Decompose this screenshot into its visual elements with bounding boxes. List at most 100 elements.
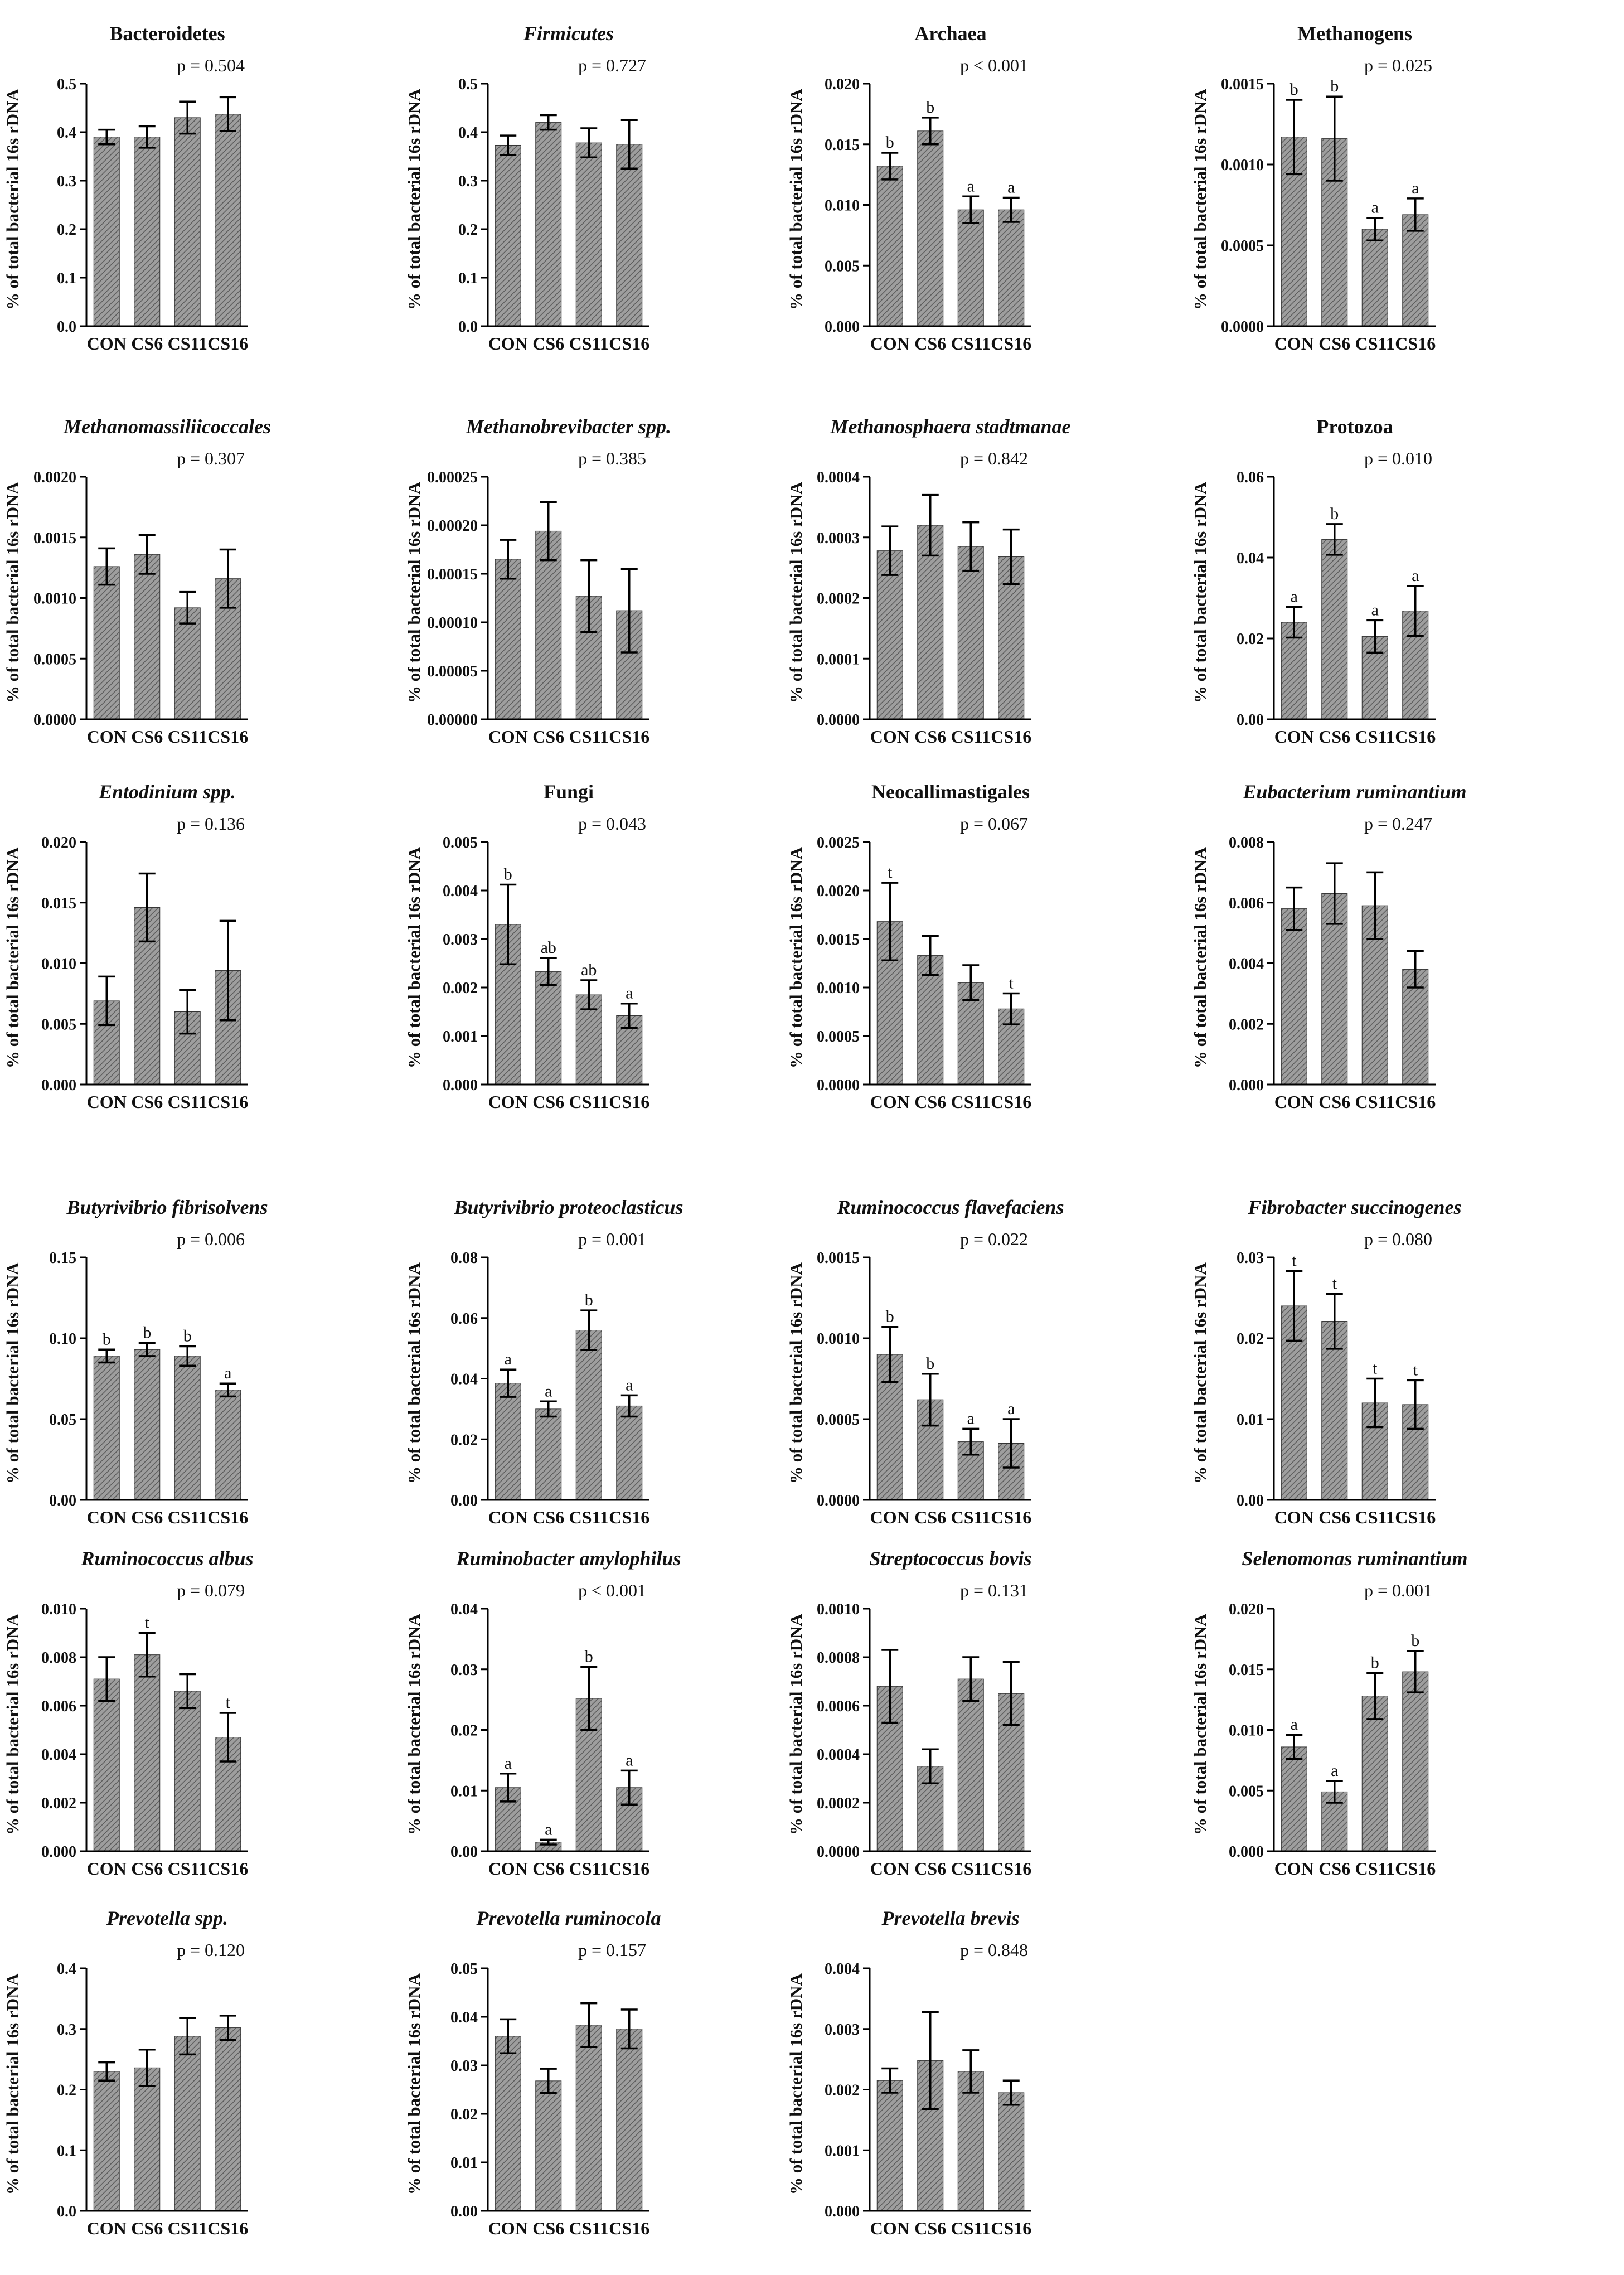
- chart-title: Prevotella ruminocola: [476, 1907, 661, 1929]
- significance-letter: b: [504, 865, 512, 884]
- x-tick-label: CS6: [131, 727, 163, 747]
- bar: [134, 554, 161, 720]
- x-tick-label: CS6: [131, 1092, 163, 1112]
- x-tick-label: CS11: [951, 1092, 991, 1112]
- y-tick-label: 0.015: [825, 137, 860, 154]
- y-tick-label: 0.04: [1237, 550, 1264, 567]
- y-tick-label: 0.00005: [427, 663, 478, 680]
- y-tick-label: 0.0: [458, 318, 478, 336]
- y-tick-label: 0.008: [1229, 834, 1264, 851]
- x-tick-label: CS11: [951, 727, 991, 747]
- x-tick-label: CON: [87, 1858, 127, 1879]
- y-tick-label: 0.00: [450, 1492, 478, 1509]
- x-tick-label: CON: [488, 1092, 528, 1112]
- bar: [1402, 214, 1429, 327]
- y-tick-label: 0.3: [458, 173, 478, 190]
- bar: [93, 566, 120, 720]
- bar: [93, 1678, 120, 1852]
- x-tick-label: CS11: [168, 333, 207, 354]
- x-tick-label: CS11: [168, 1092, 207, 1112]
- chart-panel: Fibrobacter succinogenes p = 0.080 t CON t CS…: [1190, 1196, 1462, 1527]
- x-tick-label: CS11: [168, 2218, 207, 2238]
- y-tick-label: 0.000: [825, 2203, 860, 2220]
- y-tick-label: 0.002: [825, 2082, 860, 2099]
- y-tick-label: 0.3: [57, 2021, 76, 2039]
- y-tick-label: 0.0003: [817, 530, 860, 547]
- bar: [174, 1356, 201, 1500]
- x-tick-label: CS16: [1395, 1092, 1436, 1112]
- y-axis-label: % of total bacterial 16s rDNA: [1190, 1262, 1210, 1483]
- x-tick-label: CS6: [1318, 333, 1350, 354]
- p-value-label: p < 0.001: [578, 1580, 646, 1600]
- chart-panel: Archaea p < 0.001 b CON b CS6 a CS11 a CS16 0.000 0…: [786, 22, 1031, 354]
- significance-letter: b: [1371, 1653, 1379, 1672]
- bar: [93, 2071, 120, 2211]
- x-tick-label: CS16: [207, 333, 248, 354]
- x-tick-label: CON: [1274, 1092, 1314, 1112]
- chart-title: Protozoa: [1316, 415, 1393, 438]
- x-tick-label: CS16: [991, 727, 1031, 747]
- p-value-label: p = 0.025: [1364, 55, 1432, 75]
- x-tick-label: CS11: [1355, 1858, 1395, 1879]
- p-value-label: p = 0.842: [960, 448, 1028, 468]
- y-tick-label: 0.0025: [817, 834, 860, 851]
- y-tick-label: 0.08: [450, 1250, 478, 1267]
- y-tick-label: 0.4: [57, 124, 76, 142]
- y-tick-label: 0.004: [41, 1746, 76, 1764]
- y-tick-label: 0.010: [41, 1601, 76, 1618]
- significance-letter: a: [1412, 567, 1419, 585]
- y-tick-label: 0.0000: [1221, 318, 1264, 336]
- y-tick-label: 0.0005: [817, 1411, 860, 1429]
- x-tick-label: CS16: [991, 333, 1031, 354]
- bar: [495, 2036, 521, 2211]
- chart-title: Fibrobacter succinogenes: [1248, 1196, 1462, 1218]
- y-tick-label: 0.00: [450, 2203, 478, 2220]
- chart-title: Selenomonas ruminantium: [1242, 1547, 1467, 1570]
- bar: [93, 1356, 120, 1500]
- bar: [998, 2092, 1025, 2211]
- p-value-label: p = 0.010: [1364, 448, 1432, 468]
- y-tick-label: 0.0020: [33, 469, 76, 486]
- x-tick-label: CS16: [991, 2218, 1031, 2238]
- chart-panel: Methanogens p = 0.025 b CON b CS6 a CS11 a CS16 0.…: [1190, 22, 1436, 354]
- bar: [174, 1691, 201, 1852]
- y-tick-label: 0.5: [57, 76, 76, 93]
- y-tick-label: 0.4: [57, 1961, 76, 1978]
- y-tick-label: 0.004: [1229, 956, 1264, 973]
- y-tick-label: 0.008: [41, 1649, 76, 1667]
- x-tick-label: CS16: [207, 1092, 248, 1112]
- y-axis-label: % of total bacterial 16s rDNA: [404, 481, 424, 703]
- y-axis-label: % of total bacterial 16s rDNA: [1190, 481, 1210, 703]
- x-tick-label: CON: [87, 2218, 127, 2238]
- chart-title: Firmicutes: [523, 22, 614, 45]
- chart-title: Eubacterium ruminantium: [1242, 781, 1466, 803]
- p-value-label: p = 0.080: [1364, 1229, 1432, 1249]
- bar: [535, 2080, 562, 2211]
- significance-letter: ab: [581, 961, 597, 979]
- bar: [616, 1405, 643, 1500]
- x-tick-label: CS16: [609, 1507, 649, 1527]
- y-tick-label: 0.04: [450, 1371, 478, 1388]
- x-tick-label: CS16: [207, 2218, 248, 2238]
- x-tick-label: CS6: [532, 333, 564, 354]
- y-tick-label: 0.0: [57, 2203, 76, 2220]
- chart-title: Streptococcus bovis: [870, 1547, 1032, 1570]
- y-tick-label: 0.0004: [817, 1746, 860, 1764]
- significance-letter: a: [505, 1754, 512, 1773]
- y-tick-label: 0.0005: [1221, 238, 1264, 255]
- x-tick-label: CON: [488, 1858, 528, 1879]
- y-tick-label: 0.002: [41, 1795, 76, 1812]
- significance-letter: a: [224, 1364, 231, 1382]
- y-tick-label: 0.020: [41, 834, 76, 851]
- significance-letter: a: [1007, 1400, 1015, 1418]
- bar: [1321, 539, 1348, 720]
- chart-panel: Streptococcus bovis p = 0.131 CON CS6 CS11 CS…: [786, 1547, 1031, 1879]
- chart-title: Methanomassiliicoccales: [63, 415, 271, 438]
- significance-letter: a: [1331, 1761, 1338, 1780]
- significance-letter: t: [226, 1693, 231, 1712]
- x-tick-label: CS11: [951, 2218, 991, 2238]
- y-tick-label: 0.02: [450, 2106, 478, 2123]
- y-tick-label: 0.00: [1237, 711, 1264, 729]
- significance-letter: ab: [541, 938, 556, 957]
